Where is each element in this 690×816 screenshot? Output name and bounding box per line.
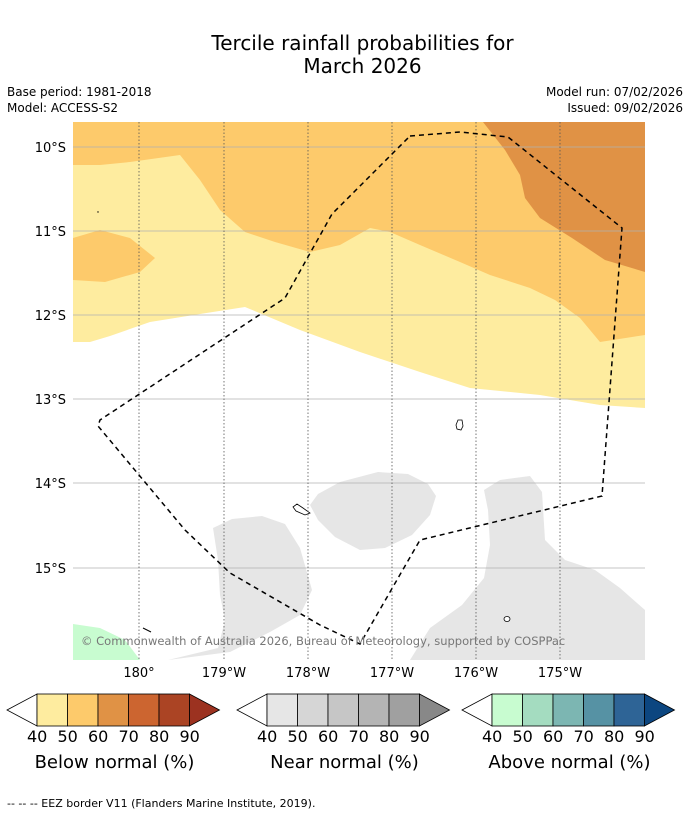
latitude-labels: 10°S 11°S 12°S 13°S 14°S 15°S xyxy=(35,141,66,577)
lon-label: 176°W xyxy=(454,666,498,681)
issued-date: Issued: 09/02/2026 xyxy=(567,101,683,115)
colorbar-segment xyxy=(552,693,584,727)
colorbar-extend-low xyxy=(461,693,493,727)
colorbar-segment xyxy=(36,693,68,727)
colorbar-tick-label: 60 xyxy=(318,727,339,746)
colorbar-tick-label: 80 xyxy=(149,727,170,746)
colorbar-title: Below normal (%) xyxy=(34,752,195,773)
lon-label: 177°W xyxy=(370,666,414,681)
colorbar-tick-label: 40 xyxy=(482,727,503,746)
lat-label: 13°S xyxy=(35,393,66,408)
lat-gridlines xyxy=(73,146,645,569)
colorbar-tick-label: 80 xyxy=(379,727,400,746)
title-line-1: Tercile rainfall probabilities for xyxy=(211,31,514,55)
colorbar-tick-label: 40 xyxy=(27,727,48,746)
island-1 xyxy=(455,419,464,431)
colorbar-segment xyxy=(388,693,420,727)
colorbar-tick-label: 90 xyxy=(409,727,430,746)
colorbar-segment xyxy=(491,693,523,727)
colorbar-extend-high xyxy=(419,693,451,727)
colorbar-extend-high xyxy=(189,693,221,727)
colorbar-tick-label: 80 xyxy=(604,727,625,746)
colorbar-title: Near normal (%) xyxy=(270,752,419,773)
map-fill-layers xyxy=(73,122,645,660)
colorbar-segment xyxy=(67,693,99,727)
lon-label: 180° xyxy=(123,666,154,681)
above-normal-40-50-patch xyxy=(73,624,140,660)
colorbar-segment xyxy=(266,693,298,727)
footer-note: -- -- -- EEZ border V11 (Flanders Marine… xyxy=(7,797,316,810)
colorbar-tick-label: 70 xyxy=(348,727,369,746)
near-normal-patch-west xyxy=(168,516,312,660)
colorbar-near-normal xyxy=(236,693,451,727)
below-normal-60-70-patch xyxy=(73,230,155,282)
probability-map: © Commonwealth of Australia 2026, Bureau… xyxy=(35,122,645,681)
colorbar-tick-label: 60 xyxy=(88,727,109,746)
colorbar-segment xyxy=(128,693,160,727)
lon-label: 178°W xyxy=(286,666,330,681)
colorbar-segment xyxy=(583,693,615,727)
colorbars xyxy=(6,693,676,727)
title-line-2: March 2026 xyxy=(303,54,422,78)
colorbar-above-normal xyxy=(461,693,676,727)
colorbar-segment xyxy=(158,693,190,727)
colorbar-title: Above normal (%) xyxy=(488,752,651,773)
below-normal-60-70-region xyxy=(73,122,645,342)
model-run: Model run: 07/02/2026 xyxy=(545,85,683,99)
lat-label: 12°S xyxy=(35,309,66,324)
colorbar-tick-label: 50 xyxy=(57,727,78,746)
longitude-labels: 180° 179°W 178°W 177°W 176°W 175°W xyxy=(123,666,582,681)
island-5 xyxy=(142,627,152,633)
colorbar-segment xyxy=(358,693,390,727)
copyright-text: © Commonwealth of Australia 2026, Bureau… xyxy=(81,634,565,648)
colorbar-below-normal xyxy=(6,693,221,727)
colorbar-segment xyxy=(297,693,329,727)
colorbar-extend-high xyxy=(644,693,676,727)
colorbar-segment xyxy=(522,693,554,727)
colorbar-extend-low xyxy=(236,693,268,727)
model-name: Model: ACCESS-S2 xyxy=(7,101,119,115)
near-normal-patch-central xyxy=(310,472,436,550)
chart-title: Tercile rainfall probabilities for March… xyxy=(0,32,690,78)
lat-label: 10°S xyxy=(35,141,66,156)
lon-label: 179°W xyxy=(202,666,246,681)
colorbar-tick-label: 90 xyxy=(179,727,200,746)
lon-label: 175°W xyxy=(538,666,582,681)
colorbar-tick-label: 50 xyxy=(287,727,308,746)
colorbar-tick-label: 60 xyxy=(543,727,564,746)
base-period: Base period: 1981-2018 xyxy=(7,85,152,99)
colorbar-tick-label: 50 xyxy=(512,727,533,746)
lat-label: 14°S xyxy=(35,477,66,492)
island-2 xyxy=(292,503,311,516)
colorbar-extend-low xyxy=(6,693,38,727)
colorbar-segment xyxy=(97,693,129,727)
colorbar-segment xyxy=(613,693,645,727)
island-4 xyxy=(97,211,99,213)
colorbar-tick-label: 90 xyxy=(634,727,655,746)
meta-left: Base period: 1981-2018 Model: ACCESS-S2 xyxy=(7,84,152,116)
island-3 xyxy=(503,616,511,622)
colorbar-tick-label: 70 xyxy=(573,727,594,746)
colorbar-tick-label: 70 xyxy=(118,727,139,746)
lon-gridlines xyxy=(138,122,561,660)
meta-right: Model run: 07/02/2026 Issued: 09/02/2026 xyxy=(546,84,683,116)
colorbar-segment xyxy=(327,693,359,727)
below-normal-70-80-region xyxy=(483,122,645,272)
lat-label: 15°S xyxy=(35,562,66,577)
lat-label: 11°S xyxy=(35,225,66,240)
eez-border xyxy=(97,131,623,645)
colorbar-tick-label: 40 xyxy=(257,727,278,746)
